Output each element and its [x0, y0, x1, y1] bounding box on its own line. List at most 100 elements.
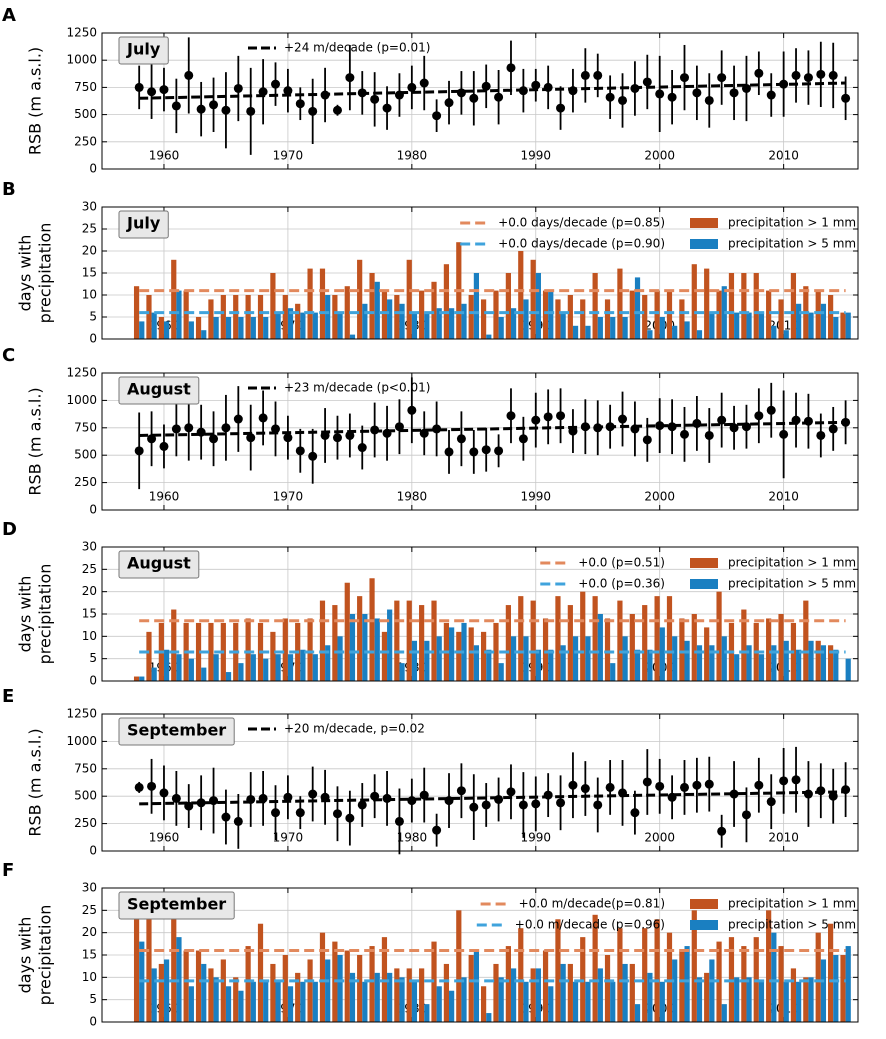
y-tick-label: 20	[82, 584, 97, 598]
bar	[604, 955, 611, 1022]
y-tick-label: 30	[82, 200, 97, 214]
y-axis-label: days with	[16, 917, 35, 994]
data-point	[618, 788, 628, 798]
legend-label: precipitation > 1 mm	[728, 556, 856, 570]
bar	[572, 325, 579, 339]
x-tick-label: 1960	[149, 831, 180, 845]
x-tick-label: 1970	[273, 490, 304, 504]
data-point	[754, 780, 764, 790]
legend-label: precipitation > 5 mm	[728, 577, 856, 591]
bar	[734, 977, 740, 1022]
data-point	[580, 422, 590, 432]
x-tick-label: 1990	[520, 149, 551, 163]
bar	[473, 950, 480, 1022]
bar	[337, 636, 343, 681]
legend-swatch	[690, 558, 718, 568]
data-point	[271, 424, 281, 434]
bar	[411, 981, 418, 1022]
data-point	[370, 94, 380, 104]
month-box	[118, 891, 235, 920]
panel-letter: B	[2, 179, 16, 200]
y-tick-label: 0	[89, 674, 97, 688]
bar	[728, 273, 735, 339]
bar	[778, 614, 784, 681]
bar	[778, 946, 784, 1022]
bar	[617, 600, 623, 681]
data-point	[184, 423, 194, 433]
y-tick-label: 0	[89, 844, 97, 858]
bar	[225, 672, 232, 681]
legend-swatch	[690, 920, 718, 930]
bar	[486, 334, 492, 339]
bar	[840, 955, 846, 1022]
bar	[480, 299, 487, 339]
data-point	[816, 430, 826, 440]
legend-swatch	[690, 218, 718, 228]
x-tick-label: 2000	[644, 490, 675, 504]
month-box	[118, 376, 200, 405]
y-tick-label: 500	[74, 107, 97, 121]
data-point	[593, 423, 603, 433]
bar	[523, 299, 529, 339]
bar	[510, 968, 517, 1022]
bar	[468, 955, 474, 1022]
bar	[344, 582, 350, 681]
bar	[597, 614, 603, 681]
data-point	[456, 786, 466, 796]
bar	[771, 932, 777, 1022]
bar	[585, 325, 591, 339]
x-tick-label: 1990	[520, 831, 551, 845]
bar	[567, 963, 573, 1022]
bar	[257, 923, 264, 1022]
data-point	[444, 447, 454, 457]
bar	[449, 990, 455, 1022]
bar	[399, 303, 405, 339]
bar	[344, 286, 350, 339]
bar	[783, 640, 789, 681]
bar	[387, 972, 393, 1022]
bar	[734, 654, 740, 681]
bar	[158, 317, 164, 339]
data-point	[580, 70, 590, 80]
bar	[845, 946, 851, 1022]
bar	[542, 950, 549, 1022]
data-point	[332, 433, 342, 443]
bar	[394, 968, 400, 1022]
month-box	[118, 210, 169, 239]
bar	[808, 640, 814, 681]
y-tick-label: 250	[74, 475, 97, 489]
y-axis-label: precipitation	[36, 564, 55, 665]
bar	[349, 614, 356, 681]
bar	[622, 963, 628, 1022]
x-tick-label: 1960	[149, 490, 180, 504]
y-tick-label: 15	[82, 948, 97, 962]
data-point	[692, 88, 702, 98]
plot-frame	[101, 546, 859, 682]
bar	[610, 317, 616, 339]
data-point	[481, 445, 491, 455]
bar	[704, 972, 710, 1022]
bar	[381, 631, 388, 681]
panel: 0 250 500 750 1000 1250 1960 1970 1980 1990 2000 20…	[2, 5, 859, 176]
data-point	[568, 780, 578, 790]
panel: 051015202530196019701980199020002010days…	[2, 179, 859, 346]
data-point	[159, 788, 169, 798]
legend-label: +0.0 days/decade (p=0.85)	[498, 216, 665, 230]
bar	[220, 295, 226, 339]
bar	[790, 273, 797, 339]
data-point	[556, 798, 566, 808]
bar	[151, 968, 157, 1022]
bar	[399, 663, 405, 681]
bar	[642, 605, 648, 681]
data-point	[283, 86, 293, 96]
bar	[629, 614, 635, 681]
data-point	[147, 87, 157, 97]
data-point	[506, 787, 516, 797]
data-point	[766, 405, 776, 415]
bar	[741, 946, 747, 1022]
bar	[592, 914, 598, 1022]
legend-label: precipitation > 5 mm	[728, 237, 856, 251]
data-point	[295, 446, 305, 456]
y-tick-label: 20	[82, 925, 97, 939]
bar	[344, 950, 350, 1022]
